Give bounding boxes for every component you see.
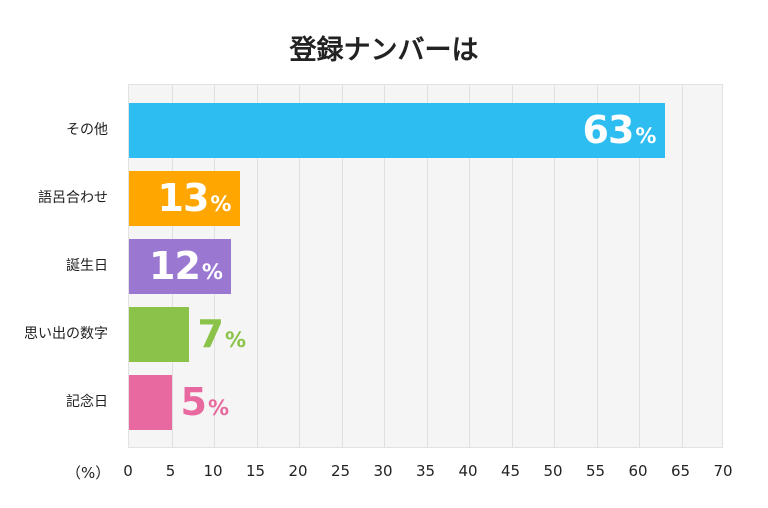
data-label: 7% — [197, 312, 247, 356]
gridline — [384, 85, 385, 447]
x-tick-label: 40 — [458, 462, 478, 480]
x-tick-label: 45 — [500, 462, 521, 480]
x-axis-unit-label: （%） — [66, 464, 111, 482]
x-tick-label: 30 — [373, 462, 393, 480]
x-tick-label: 60 — [628, 462, 648, 480]
x-tick-label: 20 — [288, 462, 308, 480]
data-label-value: 5 — [180, 380, 207, 424]
x-tick-label: 0 — [123, 462, 133, 480]
category-label: 思い出の数字 — [24, 326, 108, 342]
gridline — [426, 85, 428, 447]
gridline — [511, 85, 513, 447]
x-tick-label: 55 — [585, 462, 606, 480]
gridline — [341, 85, 343, 447]
percent-sign: % — [224, 328, 246, 352]
x-tick-label: 50 — [543, 462, 563, 480]
gridline — [469, 85, 470, 447]
x-tick-label: 65 — [670, 462, 691, 480]
bar — [129, 103, 665, 158]
x-tick-label: 35 — [415, 462, 436, 480]
data-label-value: 12 — [149, 244, 201, 288]
bar — [129, 307, 189, 362]
percent-sign: % — [210, 192, 231, 216]
category-label: 語呂合わせ — [38, 190, 108, 206]
gridline — [554, 85, 555, 447]
data-label: 5% — [180, 380, 230, 424]
chart-title: 登録ナンバーは — [289, 35, 479, 66]
x-tick-label: 70 — [713, 462, 733, 480]
data-label: 13% — [157, 176, 232, 220]
data-label-value: 7 — [197, 312, 224, 356]
data-label-value: 13 — [157, 176, 210, 220]
category-label: 記念日 — [66, 394, 108, 410]
plot-area — [128, 84, 723, 448]
gridline — [299, 85, 300, 447]
gridline — [681, 85, 683, 447]
category-label: その他 — [66, 122, 108, 138]
bar — [129, 171, 240, 226]
category-label: 誕生日 — [66, 258, 108, 274]
x-tick-label: 15 — [245, 462, 266, 480]
data-label: 12% — [149, 244, 223, 288]
data-label: 63% — [582, 108, 657, 152]
x-tick-label: 25 — [330, 462, 351, 480]
gridline — [596, 85, 598, 447]
x-tick-label: 10 — [203, 462, 223, 480]
percent-sign: % — [201, 260, 223, 284]
percent-sign: % — [635, 124, 656, 148]
bar — [129, 239, 231, 294]
bar — [129, 375, 172, 430]
x-tick-label: 5 — [165, 462, 176, 480]
gridline — [256, 85, 258, 447]
data-label-value: 63 — [582, 108, 635, 152]
gridline — [639, 85, 640, 447]
percent-sign: % — [207, 396, 229, 420]
